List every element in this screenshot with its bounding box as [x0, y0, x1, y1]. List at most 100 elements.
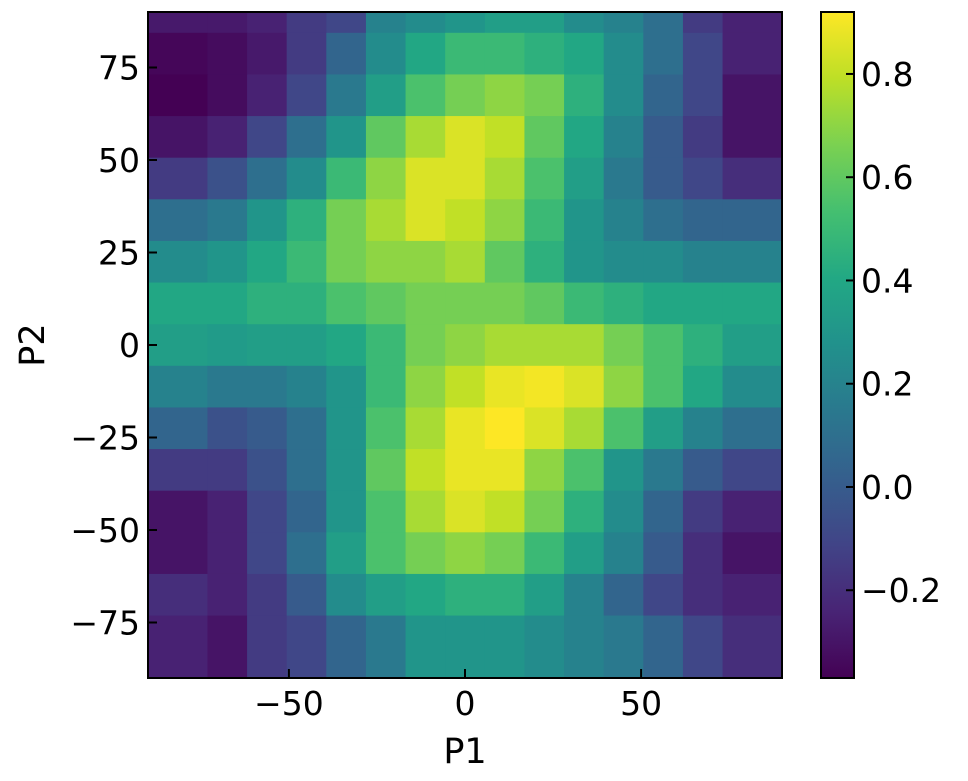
heatmap-cell — [326, 490, 367, 533]
heatmap-cell — [148, 573, 209, 617]
heatmap-cell — [484, 532, 526, 575]
heatmap-cell — [722, 282, 783, 325]
heatmap-cell — [484, 240, 526, 284]
heatmap-cell — [445, 573, 486, 617]
heatmap-cell — [524, 199, 565, 242]
heatmap-cell — [643, 573, 684, 617]
heatmap-cell — [445, 116, 486, 159]
heatmap-cell — [484, 365, 526, 409]
heatmap-cell — [148, 615, 209, 679]
heatmap-cell — [326, 365, 367, 409]
heatmap-cell — [643, 449, 684, 492]
heatmap-cell — [286, 116, 327, 159]
heatmap-cell — [603, 490, 644, 533]
heatmap-cell — [405, 116, 446, 159]
heatmap-cell — [682, 199, 724, 242]
heatmap-cell — [603, 32, 644, 76]
heatmap-cell — [326, 407, 367, 450]
heatmap-cell — [365, 407, 407, 450]
heatmap-cell — [484, 449, 526, 492]
heatmap-cell — [326, 157, 367, 200]
heatmap-cell — [247, 12, 288, 34]
heatmap-cell — [286, 324, 327, 367]
heatmap-cell — [326, 116, 367, 159]
heatmap-cell — [722, 532, 783, 575]
y-tick-label: 0 — [119, 326, 140, 365]
y-tick-label: 50 — [98, 141, 140, 180]
y-axis-label: P2 — [13, 323, 53, 366]
x-axis-ticks: −50 0 50 — [254, 669, 662, 723]
heatmap-cell — [207, 240, 248, 284]
heatmap-cell — [524, 157, 565, 200]
heatmap-cell — [564, 116, 605, 159]
heatmap-cell — [286, 449, 327, 492]
heatmap-cell — [682, 157, 724, 200]
heatmap-cell — [405, 32, 446, 76]
heatmap-cell — [603, 157, 644, 200]
heatmap-cell — [148, 32, 209, 76]
heatmap-cell — [148, 74, 209, 117]
heatmap-cell — [247, 490, 288, 533]
heatmap-cell — [643, 615, 684, 679]
heatmap-cell — [603, 573, 644, 617]
heatmap-cell — [207, 449, 248, 492]
heatmap-cell — [326, 12, 367, 34]
heatmap-cell — [148, 157, 209, 200]
heatmap-cell — [564, 199, 605, 242]
heatmap-cell — [207, 282, 248, 325]
colorbar-tick-label: −0.2 — [861, 571, 941, 610]
heatmap-cell — [207, 157, 248, 200]
heatmap-cell — [484, 490, 526, 533]
heatmap-cell — [524, 365, 565, 409]
heatmap-cell — [365, 449, 407, 492]
heatmap-cell — [564, 365, 605, 409]
heatmap-cell — [247, 324, 288, 367]
heatmap-cell — [682, 532, 724, 575]
y-tick-label: −25 — [70, 419, 140, 458]
heatmap-cell — [326, 74, 367, 117]
heatmap-cell — [247, 365, 288, 409]
heatmap-cell — [603, 449, 644, 492]
heatmap-cell — [682, 32, 724, 76]
heatmap-cell — [286, 199, 327, 242]
heatmap-cell — [445, 532, 486, 575]
heatmap-cell — [564, 282, 605, 325]
colorbar-tick-label: 0.2 — [861, 365, 913, 404]
heatmap-cell — [405, 240, 446, 284]
heatmap-cell — [524, 12, 565, 34]
heatmap-cell — [445, 240, 486, 284]
heatmap-cell — [365, 615, 407, 679]
colorbar — [821, 12, 854, 678]
heatmap-cell — [247, 449, 288, 492]
heatmap-cell — [405, 365, 446, 409]
heatmap-cell — [484, 324, 526, 367]
heatmap-cell — [207, 199, 248, 242]
heatmap-cell — [207, 74, 248, 117]
heatmap-cell — [148, 449, 209, 492]
heatmap-cell — [247, 157, 288, 200]
heatmap-cell — [365, 116, 407, 159]
heatmap-cell — [682, 490, 724, 533]
heatmap-cell — [286, 365, 327, 409]
heatmap-cell — [207, 615, 248, 679]
heatmap-cell — [484, 573, 526, 617]
heatmap-cell — [445, 157, 486, 200]
heatmap-cell — [524, 240, 565, 284]
heatmap-cell — [247, 615, 288, 679]
heatmap-cell — [445, 74, 486, 117]
heatmap-cell — [682, 615, 724, 679]
heatmap-cell — [326, 199, 367, 242]
heatmap-cell — [722, 324, 783, 367]
heatmap-cell — [247, 282, 288, 325]
heatmap-cell — [682, 240, 724, 284]
heatmap-cell — [148, 240, 209, 284]
heatmap-cell — [247, 407, 288, 450]
heatmap-cell — [564, 74, 605, 117]
heatmap-cell — [643, 199, 684, 242]
heatmap-cell — [484, 12, 526, 34]
heatmap-cell — [445, 12, 486, 34]
colorbar-tick-label: 0.6 — [861, 158, 913, 197]
heatmap-cell — [445, 324, 486, 367]
heatmap-cell — [326, 324, 367, 367]
y-tick-label: 75 — [98, 49, 140, 88]
